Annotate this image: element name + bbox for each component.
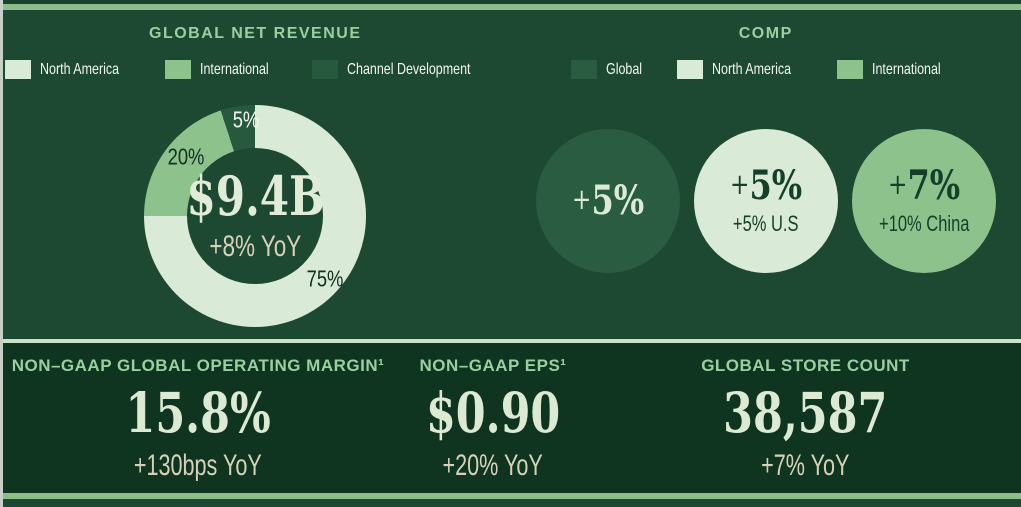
comp-detail: +5% U.S xyxy=(732,210,799,236)
comp-number: 7% xyxy=(907,161,960,209)
comp-circle-international: +7% +10% China xyxy=(851,129,996,273)
comp-number: 5% xyxy=(591,177,644,224)
metric-label: GLOBAL STORE COUNT xyxy=(701,356,910,375)
metric-label: NON–GAAP GLOBAL OPERATING MARGIN¹ xyxy=(11,356,385,375)
north-america-swatch xyxy=(4,60,31,79)
comp-panel: COMP Global North America International … xyxy=(511,10,1021,339)
global-swatch xyxy=(571,60,598,79)
legend-item-international: International xyxy=(165,60,288,79)
international-swatch xyxy=(837,60,864,79)
donut-center-value: $9.4B xyxy=(186,163,325,228)
plus-sign: + xyxy=(571,182,592,216)
international-swatch xyxy=(165,60,192,79)
revenue-donut-chart: $9.4B +8% YoY 75% 20% 5% xyxy=(144,105,367,327)
top-accent-line xyxy=(0,4,1021,10)
plus-sign: + xyxy=(729,166,750,201)
legend-item-channel-development: Channel Development xyxy=(312,60,505,79)
metric-change: +130bps YoY xyxy=(134,449,262,482)
revenue-title: GLOBAL NET REVENUE xyxy=(149,25,362,42)
legend-item-north-america: North America xyxy=(4,60,141,79)
plus-sign: + xyxy=(887,166,908,201)
top-section: GLOBAL NET REVENUE North America Interna… xyxy=(0,10,1021,339)
legend-label: International xyxy=(200,60,269,78)
slice-label-north-america: 75% xyxy=(306,265,344,292)
legend-item-global: Global xyxy=(571,60,652,79)
comp-value: +5% xyxy=(572,181,644,221)
metric-change: +7% YoY xyxy=(761,449,850,482)
comp-title: COMP xyxy=(738,25,793,42)
legend-item-north-america: North America xyxy=(676,60,813,79)
comp-value: +5% xyxy=(729,165,802,206)
comp-number: 5% xyxy=(749,161,802,209)
metric-operating-margin: NON–GAAP GLOBAL OPERATING MARGIN¹ 15.8% … xyxy=(0,343,396,493)
page-left-edge xyxy=(0,0,3,507)
metric-value: $0.90 xyxy=(425,380,561,445)
top-strip xyxy=(0,0,1021,4)
metric-store-count: GLOBAL STORE COUNT 38,587 +7% YoY xyxy=(590,343,1021,493)
metric-eps: NON–GAAP EPS¹ $0.90 +20% YoY xyxy=(396,343,590,493)
donut-center-sublabel: +8% YoY xyxy=(209,229,302,263)
comp-circle-global: +5% xyxy=(535,129,680,273)
section-divider-line xyxy=(0,339,1021,343)
comp-legend: Global North America International xyxy=(511,60,1021,79)
global-net-revenue-panel: GLOBAL NET REVENUE North America Interna… xyxy=(0,10,511,339)
metric-label: NON–GAAP EPS¹ xyxy=(419,356,567,375)
channel-development-swatch xyxy=(312,60,339,79)
metric-change: +20% YoY xyxy=(442,449,544,482)
comp-detail: +10% China xyxy=(878,210,969,236)
legend-label: North America xyxy=(711,60,791,78)
footer-strip xyxy=(0,499,1021,507)
slice-label-international: 20% xyxy=(167,143,205,170)
legend-label: International xyxy=(872,60,941,78)
slice-label-channel-development: 5% xyxy=(232,106,260,133)
metric-value: 15.8% xyxy=(125,380,271,445)
legend-label: North America xyxy=(39,60,119,78)
legend-label: Global xyxy=(606,60,643,78)
comp-circles: +5% +5% +5% U.S +7% +10% China xyxy=(511,129,1021,273)
donut-hole: $9.4B +8% YoY xyxy=(186,148,325,284)
legend-item-international: International xyxy=(837,60,960,79)
key-metrics-section: NON–GAAP GLOBAL OPERATING MARGIN¹ 15.8% … xyxy=(0,343,1021,493)
bottom-accent-line xyxy=(0,493,1021,499)
comp-value: +7% xyxy=(887,165,960,206)
north-america-swatch xyxy=(676,60,703,79)
comp-circle-north-america: +5% +5% U.S xyxy=(693,129,838,273)
metric-value: 38,587 xyxy=(723,380,888,445)
legend-label: Channel Development xyxy=(347,60,471,78)
revenue-legend: North America International Channel Deve… xyxy=(0,60,511,79)
